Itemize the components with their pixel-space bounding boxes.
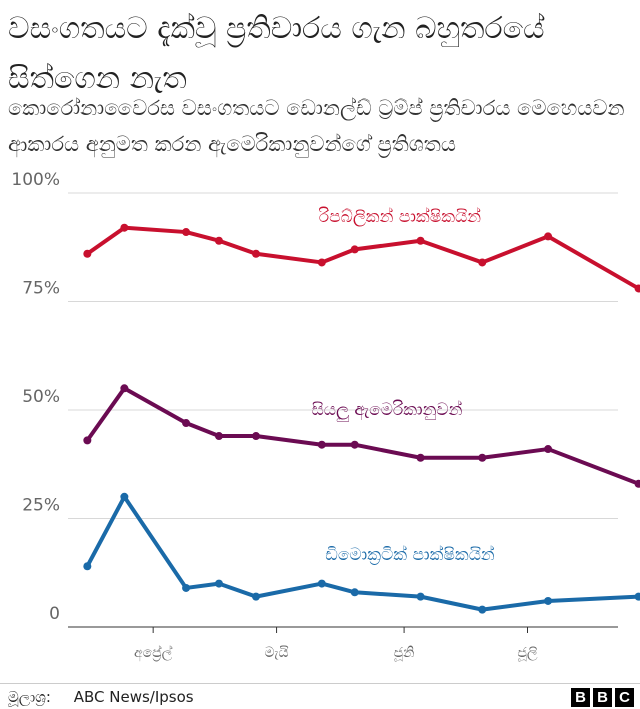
data-point [416,592,425,601]
data-point [634,592,640,601]
data-point [478,453,487,462]
source-label: මූලාශ්‍ර: [8,688,51,706]
chart-title: වසංගතයට දැක්වූ ප්‍රතිචාරය ගැන බහුතරයේ සි… [8,11,545,96]
x-tick-label: අප්‍රේල් [134,645,173,662]
data-point [478,258,487,267]
data-point [182,228,191,237]
data-point [317,258,326,267]
data-point [120,384,129,393]
series-label-layer: රිපබ්ලිකන් පාක්ෂිකයින් සියලු ඇමෙරිකානුවන්… [312,207,495,565]
line-chart: 100% 75% 50% 25% 0 අප්‍රේල් මැයි ජූනි ජූලි රිපබ්… [11,170,640,662]
data-point [83,249,92,258]
data-point [182,419,191,428]
data-point [182,583,191,592]
footer-divider [0,683,640,684]
data-point [350,588,359,597]
series-label-3: ඩිමොක්‍රටික් පාක්ෂිකයින් [325,545,495,565]
axis-layer: 100% 75% 50% 25% 0 අප්‍රේල් මැයි ජූනි ජූලි [11,170,538,662]
series-label-2: සියලු ඇමෙරිකානුවන් [312,400,463,423]
source-line: මූලාශ්‍ර: ABC News/Ipsos [8,688,194,706]
data-point [544,232,553,241]
data-point [317,440,326,449]
data-point [214,236,223,245]
data-point [350,440,359,449]
data-point [416,453,425,462]
bbc-logo-letter-1: B [571,688,590,707]
x-tick-label: ජූලි [517,645,537,662]
data-point [544,596,553,605]
data-point [214,579,223,588]
series-layer [83,223,640,614]
y-tick-label: 25% [22,496,60,516]
bbc-logo-letter-2: B [593,688,612,707]
data-point [350,245,359,254]
grid-layer [68,192,618,628]
data-point [252,432,260,441]
data-point [83,562,92,571]
data-point [416,236,425,245]
x-tick-label: ජූනි [394,645,415,662]
x-tick-label: මැයි [265,645,290,661]
data-point [478,605,487,614]
series-label-1: රිපබ්ලිකන් පාක්ෂිකයින් [318,207,481,227]
data-point [317,579,326,588]
series-line-1 [85,225,640,291]
data-point [544,445,553,454]
data-point [634,284,640,293]
y-tick-label: 0 [49,604,60,624]
data-point [214,432,223,441]
data-point [83,436,92,445]
data-point [634,479,640,488]
data-point [252,249,260,258]
y-tick-label: 50% [22,387,60,407]
data-point [120,223,129,232]
source-text: ABC News/Ipsos [73,688,194,706]
y-tick-label: 100% [11,170,60,190]
y-tick-label: 75% [22,279,60,299]
bbc-logo-letter-3: C [615,688,634,707]
data-point [252,592,260,601]
chart-subtitle: කොරෝනාවෛරස වසංගතයට ඩොනල්ඩ් ට්‍රම්ප් ප්‍ර… [8,96,625,156]
bbc-logo: B B C [571,688,634,707]
data-point [120,492,129,501]
